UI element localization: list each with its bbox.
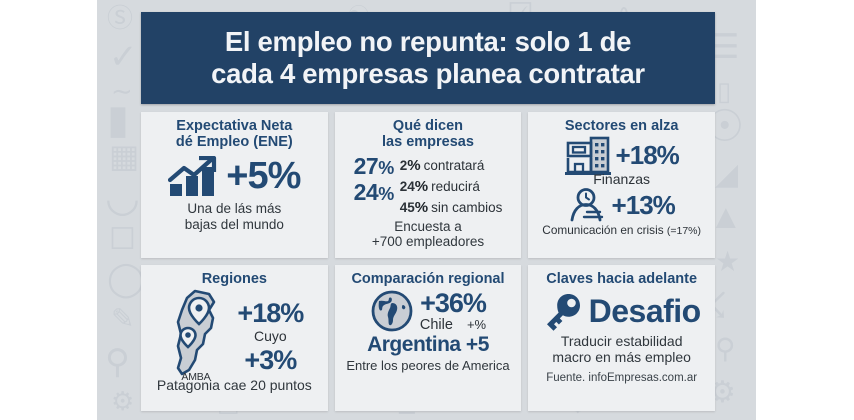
header-banner: El empleo no repunta: solo 1 de cada 4 e… [141,12,715,104]
card-que-dicen-las-empresas: Qué dicen las empresas 27% 24% 2% contra… [334,112,522,258]
card-title: Regiones [201,271,267,287]
sector-note-paren: (=17%) [666,225,702,238]
person-headset-icon [569,188,607,222]
card-title-line2: las empresas [382,134,474,151]
comparison-label-extra: +% [466,316,487,332]
source-credit: Fuente. infoEmpresas.com.ar [546,371,698,384]
sector-note: Comunicación en crisis (=17%) [542,223,701,237]
page-title-line1: El empleo no repunta: solo 1 de [224,25,632,57]
card-regiones: Regiones AMBA +18% [141,265,328,411]
watermark-icon: Ⓢ [107,3,134,33]
card-note-line2: +700 empleadores [371,234,485,250]
argentina-map-pins-icon [165,288,233,380]
highlight-values-column: 27% 24% [353,153,395,216]
key-icon [543,291,583,331]
region-value-cuyo: +18% [237,298,304,329]
card-body: Desafio [543,291,701,331]
watermark-icon: ☐ [109,223,136,256]
watermark-icon: ✓ [109,38,138,76]
breakdown-pct: 2% [399,157,421,175]
card-note: Entre los peores de America [346,358,510,374]
breakdown-pct: 45% [399,199,429,217]
watermark-icon: ▦ [109,138,140,174]
list-item: 24% reducirá [400,175,480,196]
watermark-icon: ◢ [715,158,739,191]
card-metric-row: +5% [168,155,301,198]
watermark-icon: ⚙ [111,386,135,416]
sector-value: +18% [615,139,680,170]
region-value-amba: +3% [244,344,297,375]
sector-note-label: Comunicación en crisis [542,223,664,238]
highlight-value: 27% [353,153,395,180]
card-note-line2: bajas del mundo [184,216,284,232]
comparison-value-chile: +36% [420,287,487,318]
breakdown-list: 2% contratará 24% reducirá 45% sin cambi… [400,154,503,216]
card-note-line1: Traducir estabilidad [560,333,683,350]
watermark-icon: ◯ [107,260,146,298]
card-title: Comparación regional [351,271,505,287]
breakdown-label: sin cambios [431,200,503,216]
sector-label: Finanzas [593,171,651,188]
card-expectativa-neta-empleo: Expectativa Neta dé Empleo (ENE) [141,112,328,258]
comparison-label-chile: Chile [419,316,453,333]
card-title: Qué dicen las empresas [382,118,474,150]
card-title-line1: Expectativa Neta [176,118,293,134]
breakdown-label: contratará [423,158,485,174]
sector-value: +13% [611,189,676,220]
office-building-icon [564,135,611,176]
comparison-values: +36% Chile +% [420,287,487,333]
list-item: 45% sin cambios [400,196,503,217]
card-note: Encuesta a +700 empleadores [372,219,484,250]
breakdown-label: reducirá [431,179,480,195]
card-note: Una de lás más bajas del mundo [185,201,284,232]
watermark-icon: ✎ [111,303,135,334]
watermark-icon: ★ [715,246,741,277]
card-value: Desafio [588,292,702,329]
region-values: +18% Cuyo +3% [237,288,304,375]
page-title: El empleo no repunta: solo 1 de cada 4 e… [211,26,645,91]
card-body: 27% 24% 2% contratará 24% reducirá 45% s… [354,154,503,216]
watermark-icon: ◡ [105,176,140,220]
watermark-icon: ⚲ [105,343,130,381]
card-note: Traducir estabilidad macro en más empleo [552,333,691,366]
globe-americas-icon [370,289,414,333]
card-title-line1: Qué dicen [392,118,464,134]
card-claves-hacia-adelante: Claves hacia adelante Desafio Traducir e… [528,265,715,411]
comparison-argentina: Argentina +5 [367,333,489,357]
card-title: Expectativa Neta dé Empleo (ENE) [176,118,293,150]
watermark-icon: ∼ [111,76,133,106]
card-body: +36% Chile +% [370,287,487,333]
page-title-line2: cada 4 empresas planea contratar [211,58,645,89]
sector-row-comunicacion: +13% [569,188,676,222]
card-title: Sectores en alza [564,118,679,134]
card-title-line2: dé Empleo (ENE) [175,134,293,151]
breakdown-pct: 24% [399,178,429,196]
card-sectores-en-alza: Sectores en alza [528,112,715,258]
comparison-label-row: Chile +% [420,317,486,333]
card-note-line2: macro en más empleo [552,349,691,366]
card-body: AMBA +18% Cuyo +3% [165,288,304,384]
card-value: +5% [226,155,301,198]
region-label-cuyo: Cuyo [253,328,287,345]
map-label-amba: AMBA [181,371,211,384]
sector-row-finanzas: +18% [564,135,680,176]
cards-grid: Expectativa Neta dé Empleo (ENE) [141,112,715,411]
watermark-icon: ▯ [717,76,732,106]
map-wrapper: AMBA [165,288,233,384]
list-item: 2% contratará [400,154,485,175]
card-note: Patagonia cae 20 puntos [156,377,312,394]
watermark-icon: ▮ [107,98,130,142]
card-note-line1: Encuesta a [394,218,462,234]
card-note-line1: Una de lás más [187,201,282,217]
card-comparacion-regional: Comparación regional +36% Chile +% [334,265,522,411]
card-title: Claves hacia adelante [546,271,698,287]
bar-chart-up-icon [168,155,224,198]
highlight-value: 24% [353,179,395,206]
watermark-icon: ⚲ [715,333,736,364]
